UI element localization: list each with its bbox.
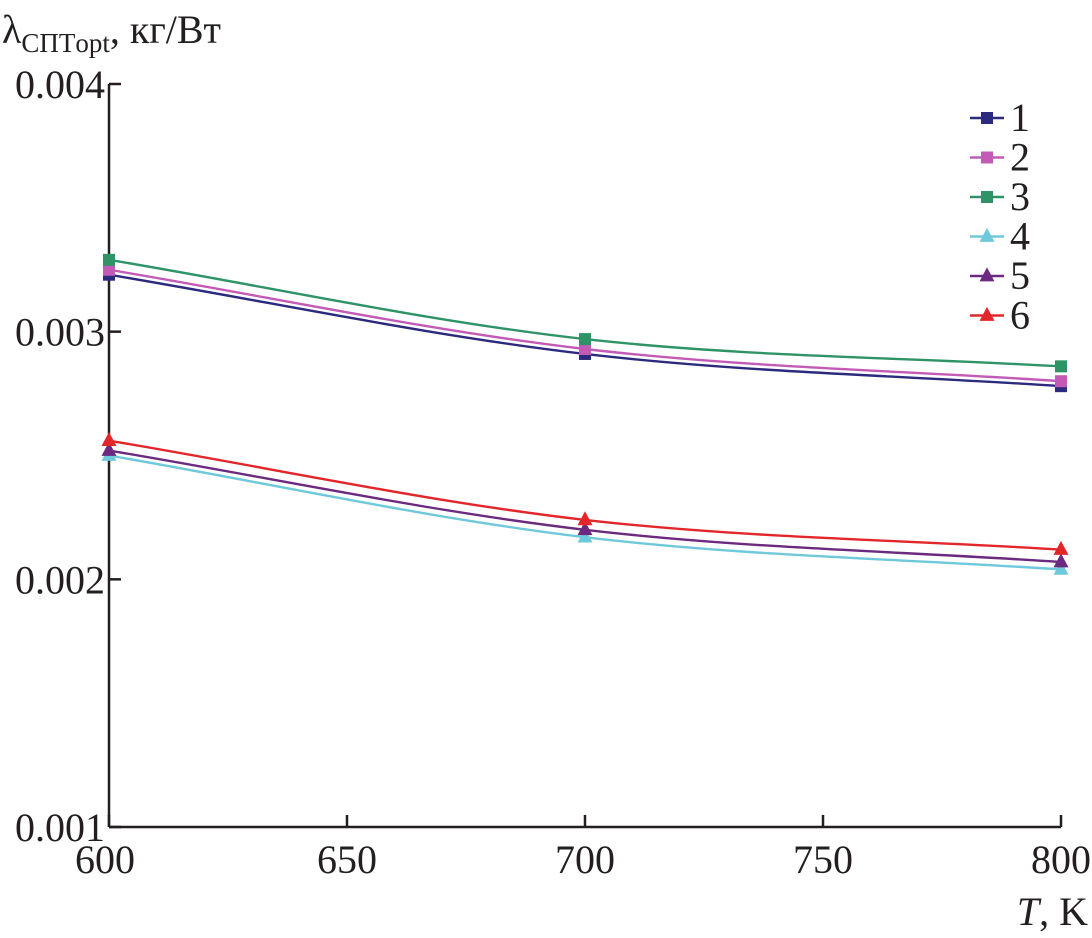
legend-marker xyxy=(981,151,993,164)
y-axis-title-symbol: λ xyxy=(2,7,22,52)
y-tick-label: 0.003 xyxy=(15,310,105,355)
x-axis-title-symbol: T xyxy=(1017,889,1042,934)
y-tick-label: 0.002 xyxy=(15,557,105,602)
legend-label: 2 xyxy=(1010,135,1030,180)
legend-item-3: 3 xyxy=(970,174,1030,219)
legend-marker xyxy=(979,306,995,321)
series-2 xyxy=(103,263,1067,388)
legend-label: 1 xyxy=(1010,95,1030,140)
data-point xyxy=(103,253,115,266)
y-axis-title: λСПТopt, кг/Вт xyxy=(2,7,221,58)
x-tick-label: 750 xyxy=(793,837,853,882)
data-point xyxy=(577,511,593,526)
series-layer xyxy=(101,253,1069,575)
data-point xyxy=(1053,540,1069,555)
series-5 xyxy=(101,441,1069,568)
data-point xyxy=(101,431,117,446)
legend-marker xyxy=(979,227,995,242)
axes: 600 650 700 750 800 0.001 0.002 0.003 0.004 xyxy=(15,62,1091,882)
data-point xyxy=(101,441,117,456)
x-tick-label: 800 xyxy=(1031,837,1091,882)
x-axis-title-unit: , K xyxy=(1039,889,1088,934)
y-tick-label: 0.001 xyxy=(15,805,105,850)
data-point xyxy=(577,528,593,543)
y-axis-title-subscript: СПТopt xyxy=(21,28,110,58)
data-point xyxy=(579,333,591,346)
x-tick-label: 600 xyxy=(75,837,135,882)
legend-item-4: 4 xyxy=(970,214,1030,259)
y-tick-label: 0.004 xyxy=(15,62,105,107)
legend-label: 4 xyxy=(1010,214,1030,259)
x-tick-label: 650 xyxy=(317,837,377,882)
data-point xyxy=(103,263,115,276)
x-axis-title: T, K xyxy=(1017,889,1088,934)
series-line-1 xyxy=(108,273,1062,388)
legend-item-2: 2 xyxy=(970,135,1030,180)
data-point xyxy=(1053,553,1069,568)
legend-marker xyxy=(979,267,995,282)
legend-item-1: 1 xyxy=(970,95,1030,140)
legend-label: 6 xyxy=(1010,293,1030,338)
series-line-5 xyxy=(108,449,1062,564)
data-point xyxy=(1055,375,1067,388)
series-3 xyxy=(103,253,1067,373)
legend-item-6: 6 xyxy=(970,293,1030,338)
legend-label: 5 xyxy=(1010,253,1030,298)
y-axis-title-unit: , кг/Вт xyxy=(110,7,221,52)
legend-marker xyxy=(981,112,993,124)
data-point xyxy=(1053,560,1069,575)
series-6 xyxy=(101,431,1069,555)
data-point xyxy=(1055,360,1067,373)
legend-marker xyxy=(981,191,993,203)
x-tick-label: 700 xyxy=(555,837,615,882)
legend-item-5: 5 xyxy=(970,253,1030,298)
legend-label: 3 xyxy=(1010,174,1030,219)
data-point xyxy=(577,521,593,536)
data-point xyxy=(579,343,591,356)
